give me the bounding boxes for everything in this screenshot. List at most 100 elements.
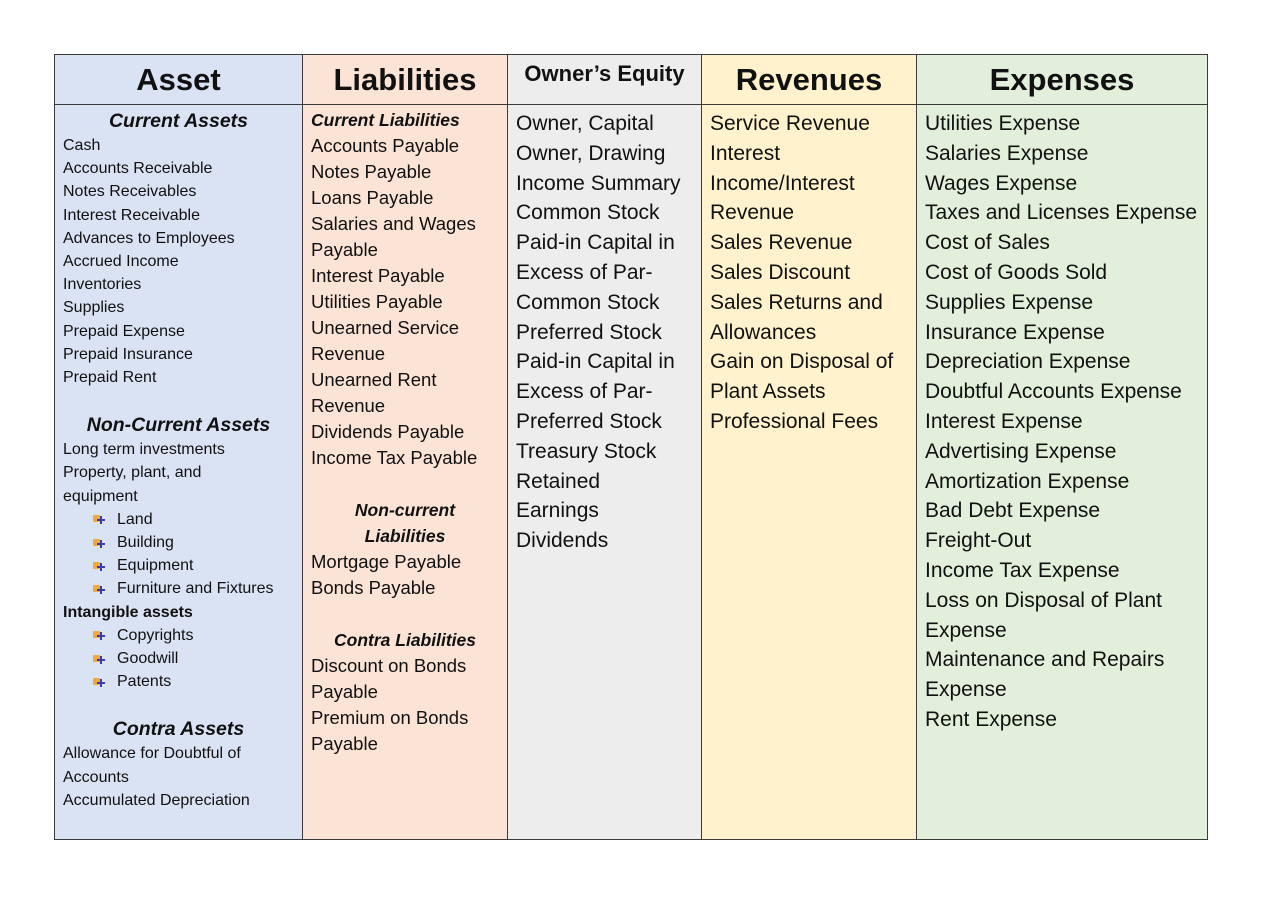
list-item: Owner, Capital [516,112,654,135]
list-item: Bad Debt Expense [925,499,1101,523]
header-revenues: Revenues [702,55,917,105]
list-item: Notes Receivables [63,183,197,201]
list-item: Utilities Expense [925,112,1081,135]
contra-liabilities-heading: Contra Liabilities [334,630,476,650]
noncurrent-assets-heading: Non-Current Assets [86,414,271,437]
list-item: equipment [63,487,138,505]
owners-equity-column: Owner, Capital Owner, Drawing Income Sum… [508,105,702,839]
bullet-item: Goodwill [63,647,294,670]
list-item: Dividends [516,529,609,553]
list-item: Depreciation Expense [925,350,1131,374]
noncurrent-liabilities-heading: Non-current [354,500,456,520]
arrow-bullet-icon [93,653,105,665]
list-item: Prepaid Rent [63,369,157,387]
list-item: Professional Fees [710,409,879,433]
bullet-item: Building [63,531,294,554]
list-item: Unearned Rent [311,369,437,390]
list-item: Rent Expense [925,707,1057,731]
list-item: Allowance for Doubtful of [63,745,241,763]
list-item: Utilities Payable [311,291,443,312]
list-item: Bonds Payable [311,577,436,598]
header-asset: Asset [55,55,303,105]
list-item: Loans Payable [311,187,434,208]
list-item: Expense [925,618,1007,642]
contra-assets-heading: Contra Assets [112,718,245,741]
asset-column: Current Assets Cash Accounts Receivable … [55,105,303,839]
header-expenses: Expenses [917,55,1207,105]
list-item: Prepaid Insurance [63,345,193,363]
current-liabilities-heading: Current Liabilities [311,110,460,130]
list-item: Cash [63,137,101,154]
list-item: Salaries Expense [925,141,1089,165]
list-item: Insurance Expense [925,320,1105,344]
list-item: Interest Receivable [63,206,200,224]
liabilities-column: Current Liabilities Accounts Payable Not… [303,105,508,839]
list-item: Salaries and Wages [311,213,476,234]
list-item: Loss on Disposal of Plant [925,588,1162,612]
list-item: Interest [710,141,781,165]
list-item: Common Stock [516,201,660,225]
list-item: Sales Revenue [710,231,853,255]
list-item: Payable [311,239,378,260]
arrow-bullet-icon [93,560,105,572]
list-item: Freight-Out [925,529,1032,553]
list-item: Payable [311,733,378,754]
list-item: Income/Interest [710,171,855,195]
list-item: Doubtful Accounts Expense [925,380,1182,404]
header-owners-equity: Owner’s Equity [508,55,702,105]
list-item: Accounts Receivable [63,160,213,178]
list-item: Discount on Bonds [311,655,467,676]
list-item: Revenue [710,201,795,225]
arrow-bullet-icon [93,676,105,688]
list-item: Retained [516,469,601,493]
arrow-bullet-icon [93,583,105,595]
list-item: Allowances [710,320,817,344]
list-item: Excess of Par- [516,260,653,284]
bullet-item: Equipment [63,554,294,577]
list-item: Accumulated Depreciation [63,791,250,809]
list-item: Paid-in Capital in [516,231,675,255]
list-item: Interest Payable [311,265,445,286]
bullet-item: Land [63,508,294,531]
list-item: Sales Returns and [710,290,883,314]
list-item: Unearned Service [311,317,460,338]
list-item: Cost of Goods Sold [925,260,1108,284]
bullet-item: Copyrights [63,624,294,647]
list-item: Accounts [63,768,129,786]
list-item: Preferred Stock [516,320,662,344]
list-item: Supplies [63,299,125,317]
header-liabilities: Liabilities [303,55,508,105]
list-item: Cost of Sales [925,231,1050,255]
bullet-item: Patents [63,670,294,693]
list-item: Excess of Par- [516,380,653,404]
list-item: Interest Expense [925,409,1083,433]
list-item: Expense [925,678,1007,702]
list-item: Wages Expense [925,171,1078,195]
list-item: Supplies Expense [925,290,1094,314]
list-item: Accounts Payable [311,135,460,156]
list-item: Accrued Income [63,253,179,271]
list-item: Notes Payable [311,161,432,182]
list-item: Payable [311,681,378,702]
intangible-assets-heading: Intangible assets [63,603,193,621]
list-item: Advertising Expense [925,439,1117,463]
list-item: Owner, Drawing [516,141,666,165]
revenues-column: Service Revenue Interest Income/Interest… [702,105,917,839]
expenses-column: Utilities Expense Salaries Expense Wages… [917,105,1207,839]
list-item: Paid-in Capital in [516,350,675,374]
list-item: Advances to Employees [63,229,235,247]
list-item: Treasury Stock [516,439,657,463]
list-item: Prepaid Expense [63,322,185,340]
list-item: Premium on Bonds [311,707,469,728]
list-item: Maintenance and Repairs [925,648,1165,672]
list-item: Revenue [311,343,386,364]
list-item: Amortization Expense [925,469,1130,493]
list-item: Income Tax Payable [311,447,478,468]
list-item: Mortgage Payable [311,551,462,572]
list-item: Property, plant, and [63,464,202,482]
list-item: Income Summary [516,171,681,195]
arrow-bullet-icon [93,513,105,525]
list-item: Inventories [63,276,142,294]
arrow-bullet-icon [93,537,105,549]
list-item: Revenue [311,395,386,416]
